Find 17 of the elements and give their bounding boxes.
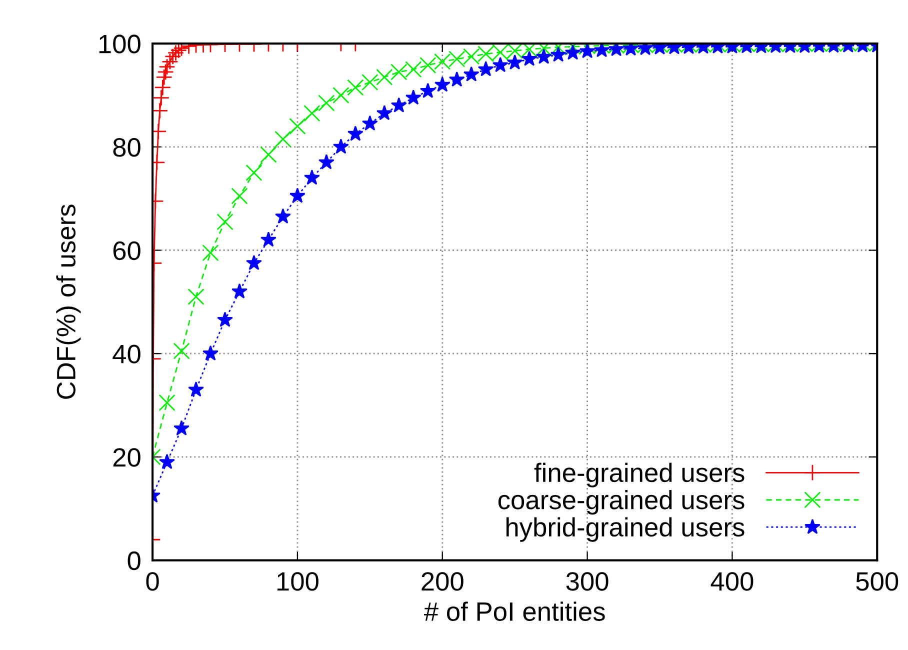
legend-label: hybrid-grained users [506, 517, 744, 542]
legend-label: fine-grained users [534, 462, 744, 488]
x-tick-label: 300 [566, 572, 608, 591]
y-tick-label: 60 [113, 241, 140, 260]
y-tick-label: 0 [128, 551, 140, 570]
y-tick-label: 100 [99, 34, 140, 54]
y-axis-title: CDF(%) of users [56, 204, 81, 399]
y-tick-label: 80 [113, 138, 140, 157]
x-tick-label: 0 [146, 572, 159, 591]
y-tick-label: 40 [112, 344, 140, 364]
x-tick-label: 200 [422, 572, 464, 591]
y-tick-label: 20 [113, 448, 140, 467]
x-axis-title: # of PoI entities [424, 602, 605, 621]
x-tick-label: 500 [856, 572, 898, 591]
x-tick-label: 100 [277, 572, 318, 591]
x-tick-label: 400 [710, 572, 754, 591]
legend-label: coarse-grained users [498, 490, 744, 515]
